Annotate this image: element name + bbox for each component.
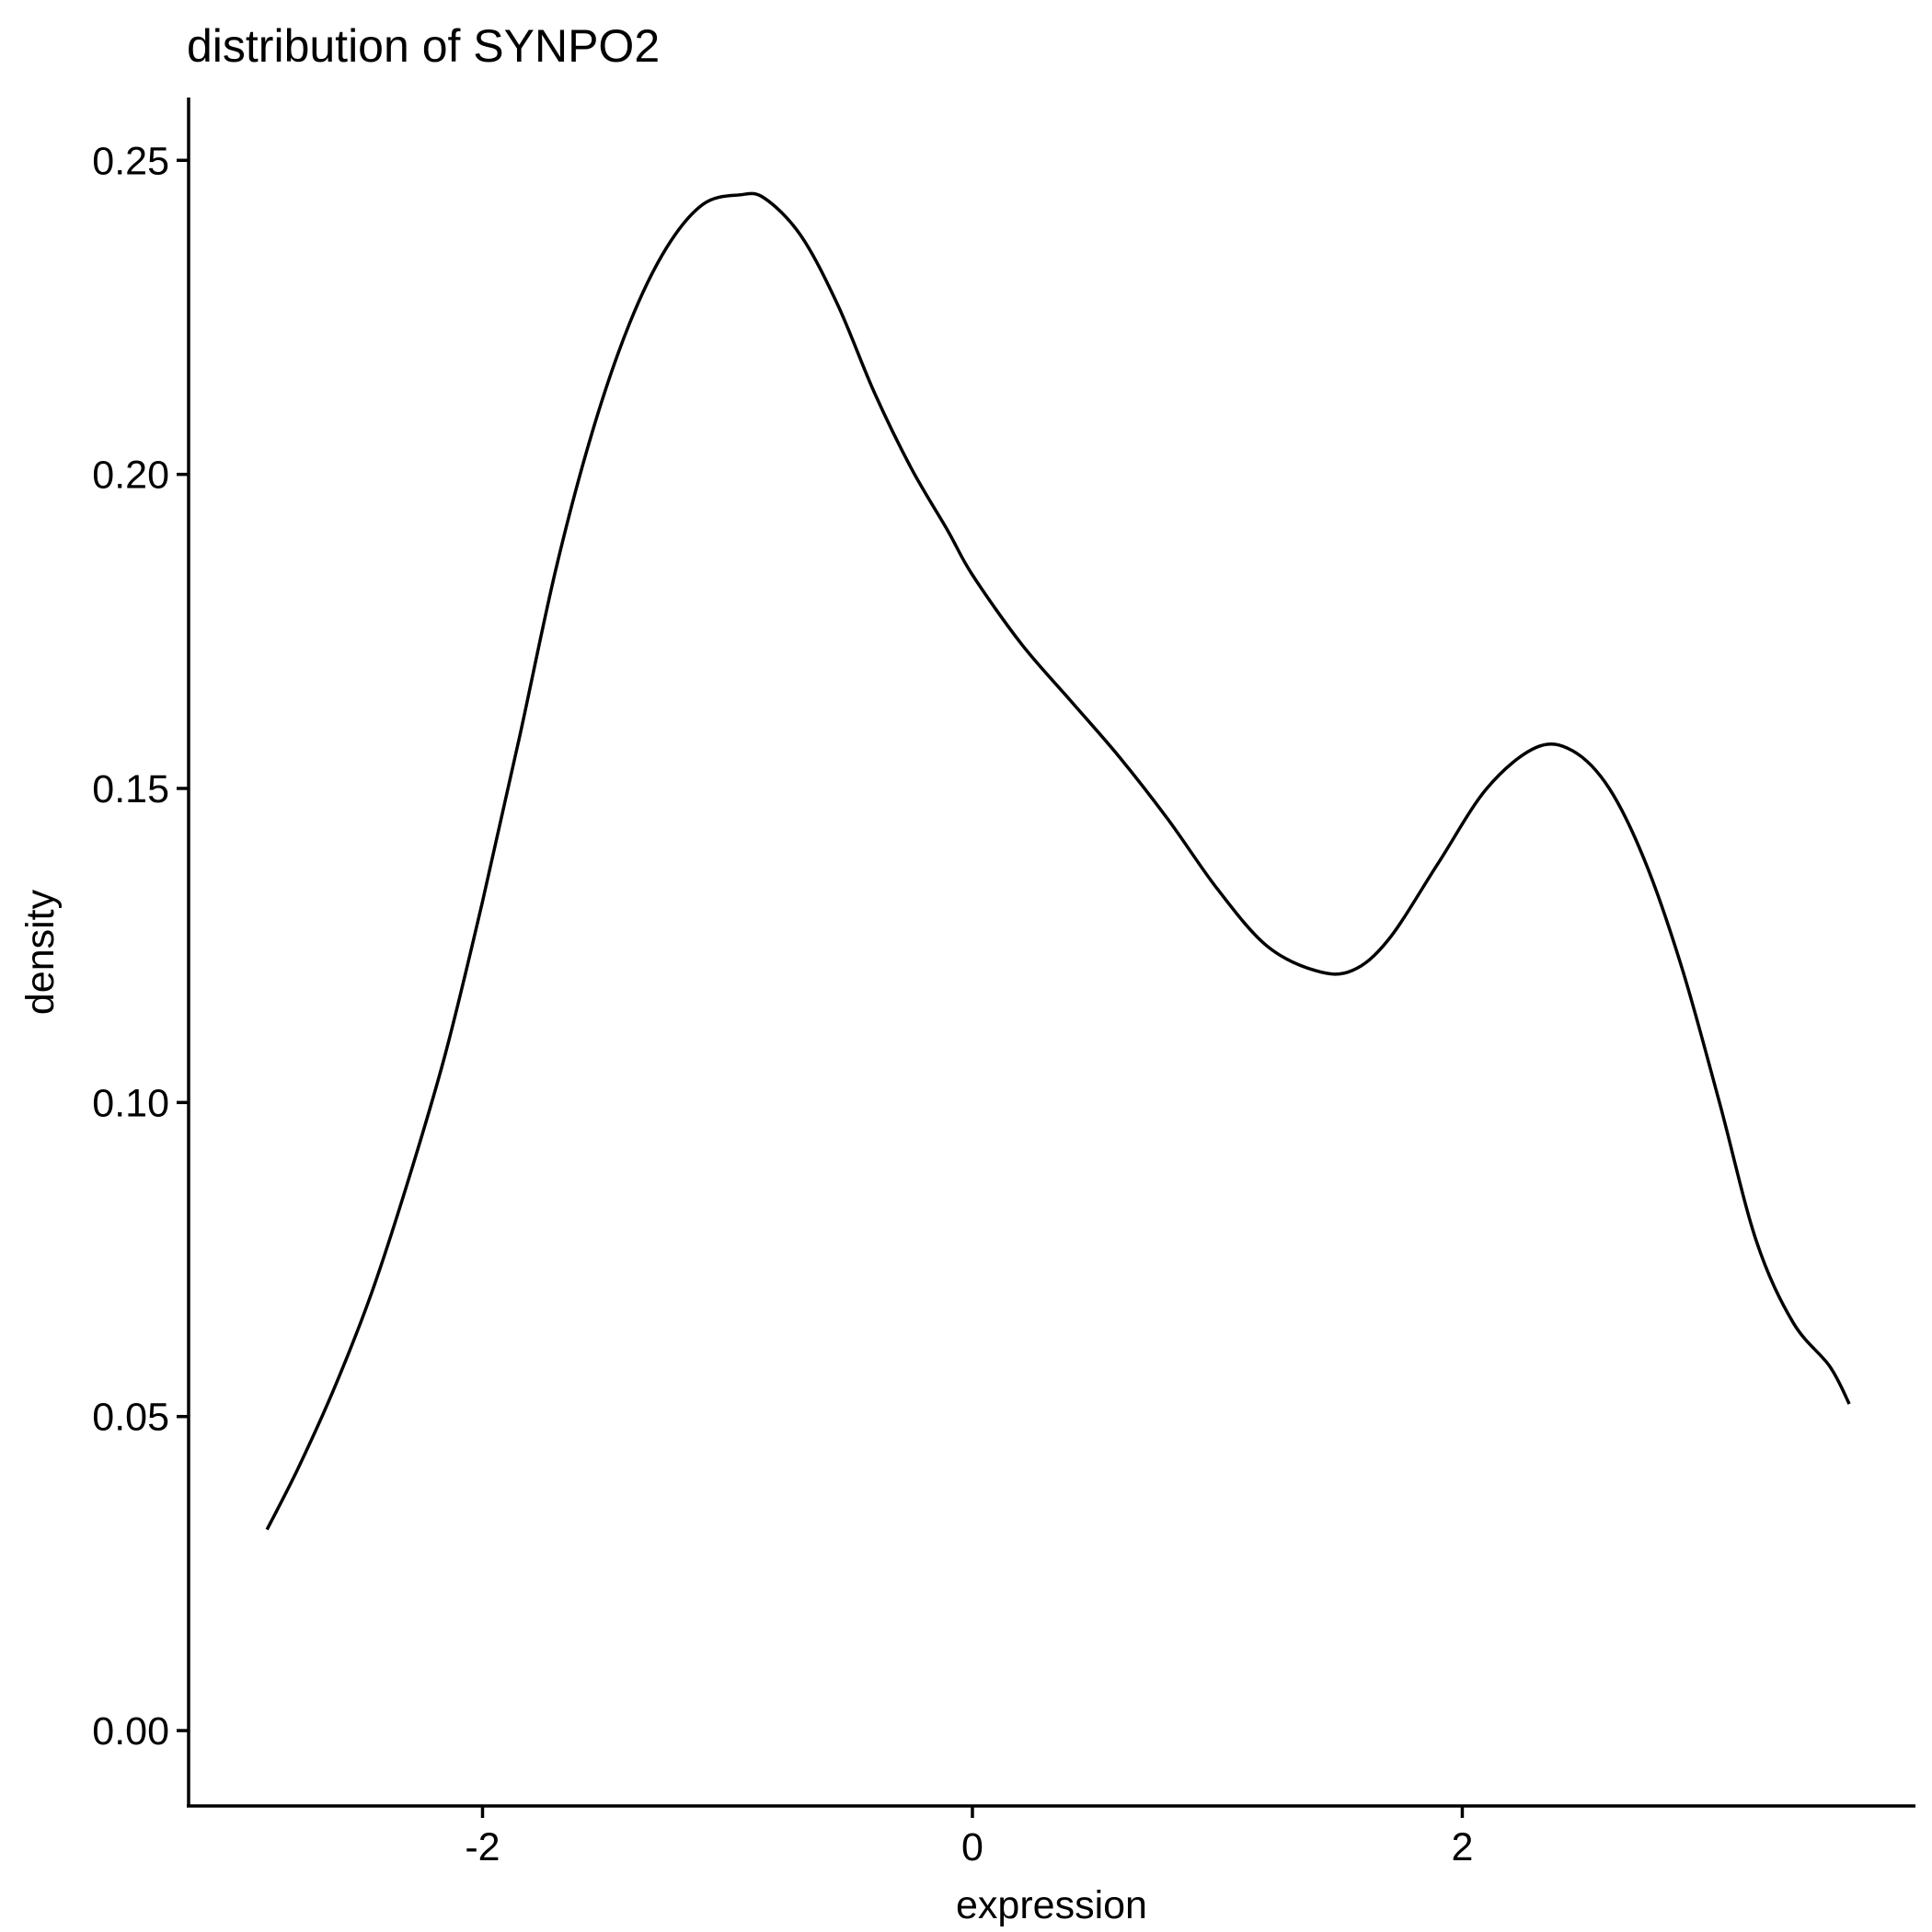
density-curve (265, 191, 1851, 1531)
y-axis-ticks: 0.00 0.05 0.10 0.15 0.20 0.25 (92, 139, 189, 1754)
x-tick-label: 0 (961, 1825, 983, 1869)
x-axis-title: expression (956, 1883, 1147, 1927)
y-tick-label: 0.00 (92, 1709, 169, 1754)
x-tick-label: -2 (465, 1825, 500, 1869)
y-axis-title: density (18, 889, 63, 1015)
x-axis-ticks: -2 0 2 (465, 1806, 1473, 1869)
y-tick-label: 0.10 (92, 1081, 169, 1125)
chart-title: distribution of SYNPO2 (187, 20, 660, 72)
y-tick-label: 0.20 (92, 454, 169, 498)
x-tick-label: 2 (1451, 1825, 1473, 1869)
y-tick-label: 0.15 (92, 767, 169, 811)
y-tick-label: 0.05 (92, 1396, 169, 1440)
y-tick-label: 0.25 (92, 139, 169, 183)
